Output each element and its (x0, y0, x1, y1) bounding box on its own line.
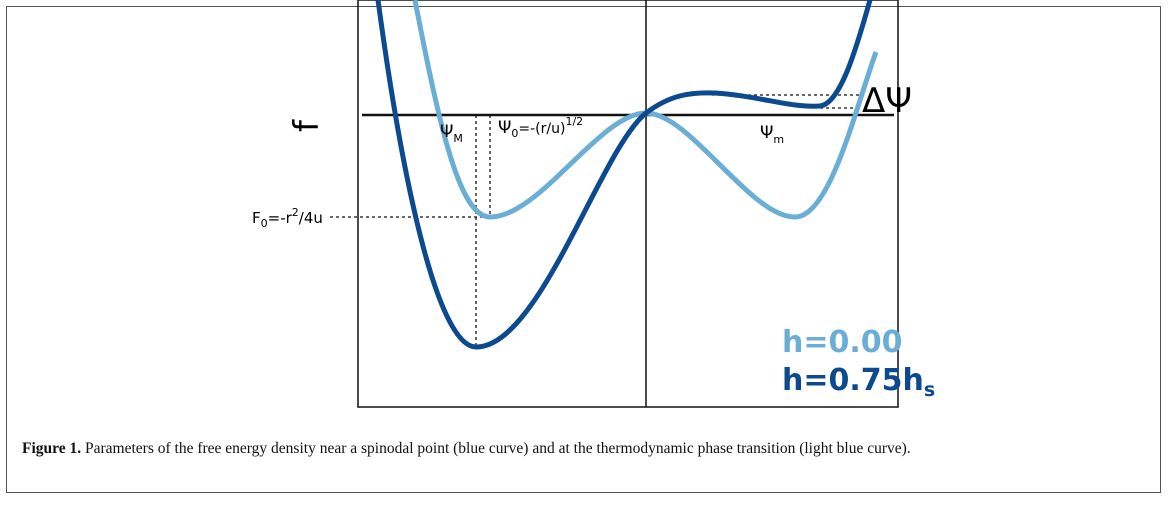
subscript: 0 (511, 127, 518, 140)
symbol: Ψ (760, 123, 773, 143)
legend-dark: h=0.75hs (782, 363, 935, 401)
subscript: m (773, 133, 784, 146)
symbol: Ψ (440, 122, 453, 142)
delta-psi-label: ΔΨ (862, 81, 912, 121)
psi-M-label: ΨM (440, 122, 463, 145)
caption-text: Parameters of the free energy density ne… (81, 440, 911, 457)
psi-0-label: Ψ0=-(r/u)1/2 (498, 115, 583, 140)
expression: =-(r/u) (518, 121, 565, 137)
subscript: M (453, 132, 463, 145)
caption-label: Figure 1. (22, 440, 82, 457)
symbol: F (252, 209, 261, 227)
symbol: Ψ (498, 118, 511, 138)
f0-label: F0=-r2/4u (252, 206, 323, 230)
axis-label: f (287, 119, 327, 132)
legend-text: h=0.75h (782, 363, 924, 398)
superscript: 2 (292, 206, 299, 219)
curve-dark (375, 0, 873, 350)
expression: /4u (299, 209, 323, 227)
psi-m-label: Ψm (760, 123, 784, 146)
figure-frame (6, 6, 1161, 493)
superscript: 1/2 (565, 115, 583, 128)
expression: =-r (268, 209, 293, 227)
diagram: f ΨM Ψ0=-(r/u)1/2 Ψm ΔΨ F0=-r2/4u h=0.00… (252, 0, 935, 408)
subscript: 0 (261, 217, 268, 230)
plot-box (357, 0, 899, 408)
legend-light: h=0.00 (782, 325, 903, 360)
caption: Figure 1. Parameters of the free energy … (22, 438, 1142, 460)
subscript: s (924, 379, 935, 401)
